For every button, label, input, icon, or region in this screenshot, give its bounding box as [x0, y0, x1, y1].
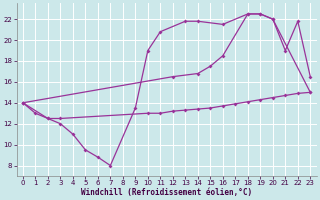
X-axis label: Windchill (Refroidissement éolien,°C): Windchill (Refroidissement éolien,°C) [81, 188, 252, 197]
